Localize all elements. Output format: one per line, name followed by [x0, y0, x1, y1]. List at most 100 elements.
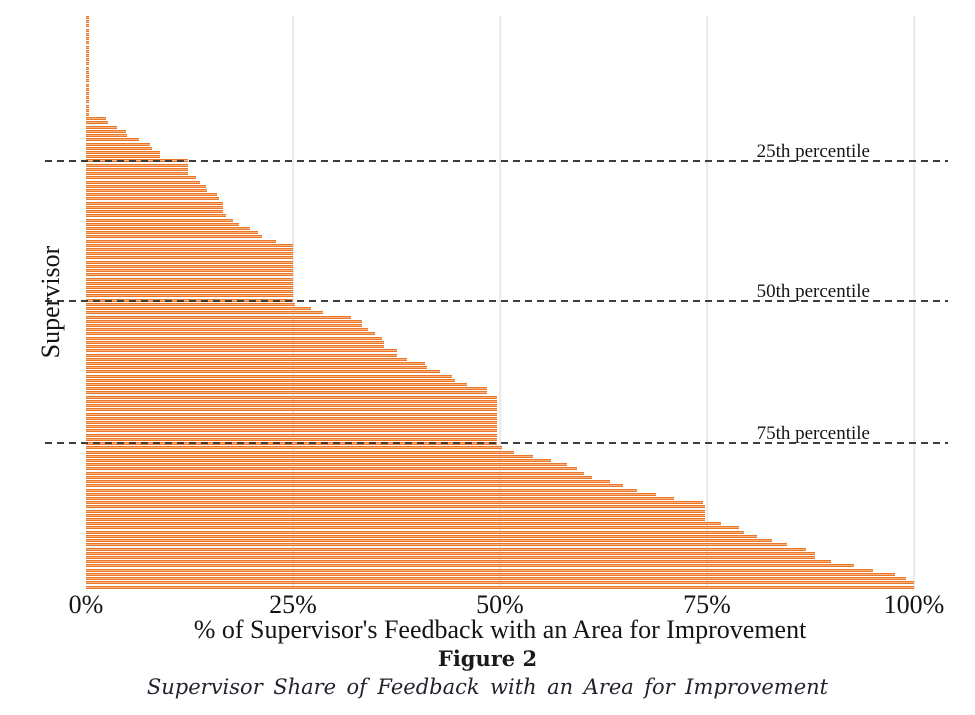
bar — [86, 163, 188, 167]
bar — [86, 125, 117, 129]
x-tick-label: 25% — [269, 590, 317, 619]
bar — [86, 577, 906, 581]
bar — [86, 391, 487, 395]
bar — [86, 399, 497, 403]
bar — [86, 336, 382, 340]
bar — [86, 117, 106, 121]
bar — [86, 87, 89, 91]
bar — [86, 252, 293, 256]
bar — [86, 437, 497, 441]
bar — [86, 53, 89, 57]
bar — [86, 408, 497, 412]
bar — [86, 222, 240, 226]
bar — [86, 429, 497, 433]
bar — [86, 180, 201, 184]
bar — [86, 513, 706, 517]
bar — [86, 79, 89, 83]
bar — [86, 16, 89, 19]
bar — [86, 226, 250, 230]
bar — [86, 231, 259, 235]
bar — [86, 378, 456, 382]
bar — [86, 155, 160, 159]
bar — [86, 193, 217, 197]
bar — [86, 526, 740, 530]
bar — [86, 585, 914, 589]
grid-line — [913, 16, 915, 589]
bar — [86, 146, 153, 150]
bar — [86, 243, 293, 247]
bar — [86, 425, 497, 429]
bar — [86, 311, 323, 315]
bar — [86, 260, 293, 264]
bar — [86, 273, 293, 277]
bar — [86, 108, 89, 112]
bar — [86, 184, 207, 188]
bar — [86, 328, 368, 332]
bar — [86, 281, 293, 285]
bar — [86, 475, 592, 479]
bar — [86, 518, 706, 522]
bar — [86, 24, 89, 28]
bar — [86, 357, 408, 361]
bar — [86, 121, 109, 125]
bar — [86, 467, 577, 471]
bar — [86, 307, 312, 311]
gridlines — [86, 16, 915, 589]
bar — [86, 564, 855, 568]
bar — [86, 142, 150, 146]
grid-line — [292, 16, 294, 589]
bar — [86, 323, 362, 327]
bar — [86, 201, 223, 205]
bar — [86, 421, 497, 424]
bar — [86, 488, 637, 492]
bar — [86, 416, 497, 420]
bar — [86, 197, 220, 201]
bar — [86, 383, 467, 387]
bar — [86, 172, 188, 176]
bar — [86, 454, 534, 458]
bar — [86, 412, 497, 416]
bar — [86, 248, 293, 252]
bar — [86, 450, 515, 454]
bar — [86, 100, 89, 104]
bar — [86, 104, 89, 108]
bar — [86, 522, 722, 526]
bar — [86, 58, 89, 62]
percentile-label: 25th percentile — [756, 140, 870, 162]
bar — [86, 269, 293, 273]
bar — [86, 332, 375, 336]
bar — [86, 70, 89, 74]
bar — [86, 366, 428, 370]
bar — [86, 32, 89, 36]
percentile-label: 50th percentile — [756, 281, 870, 303]
bar — [86, 49, 89, 53]
bar — [86, 349, 397, 353]
x-axis-title: % of Supervisor's Feedback with an Area … — [193, 615, 807, 644]
bar — [86, 129, 126, 133]
grid-line — [706, 16, 708, 589]
bar — [86, 96, 89, 100]
bar — [86, 374, 452, 378]
bar — [86, 458, 552, 462]
percentile-line: 50th percentile — [45, 282, 948, 303]
bar — [86, 62, 89, 66]
bar — [86, 138, 139, 142]
bar — [86, 353, 397, 357]
bar — [86, 294, 293, 298]
bar — [86, 239, 277, 243]
bar — [86, 256, 293, 260]
bar — [86, 404, 497, 408]
bar — [86, 484, 624, 488]
percentile-line: 25th percentile — [45, 142, 948, 162]
bar — [86, 509, 706, 513]
bar — [86, 505, 706, 509]
bar — [86, 290, 293, 294]
bar — [86, 41, 89, 45]
percentile-label: 75th percentile — [756, 423, 870, 445]
x-tick-label: 100% — [883, 590, 945, 619]
bar — [86, 345, 385, 349]
bar — [86, 340, 385, 344]
bar — [86, 572, 895, 576]
bar — [86, 370, 440, 374]
bar — [86, 277, 293, 281]
